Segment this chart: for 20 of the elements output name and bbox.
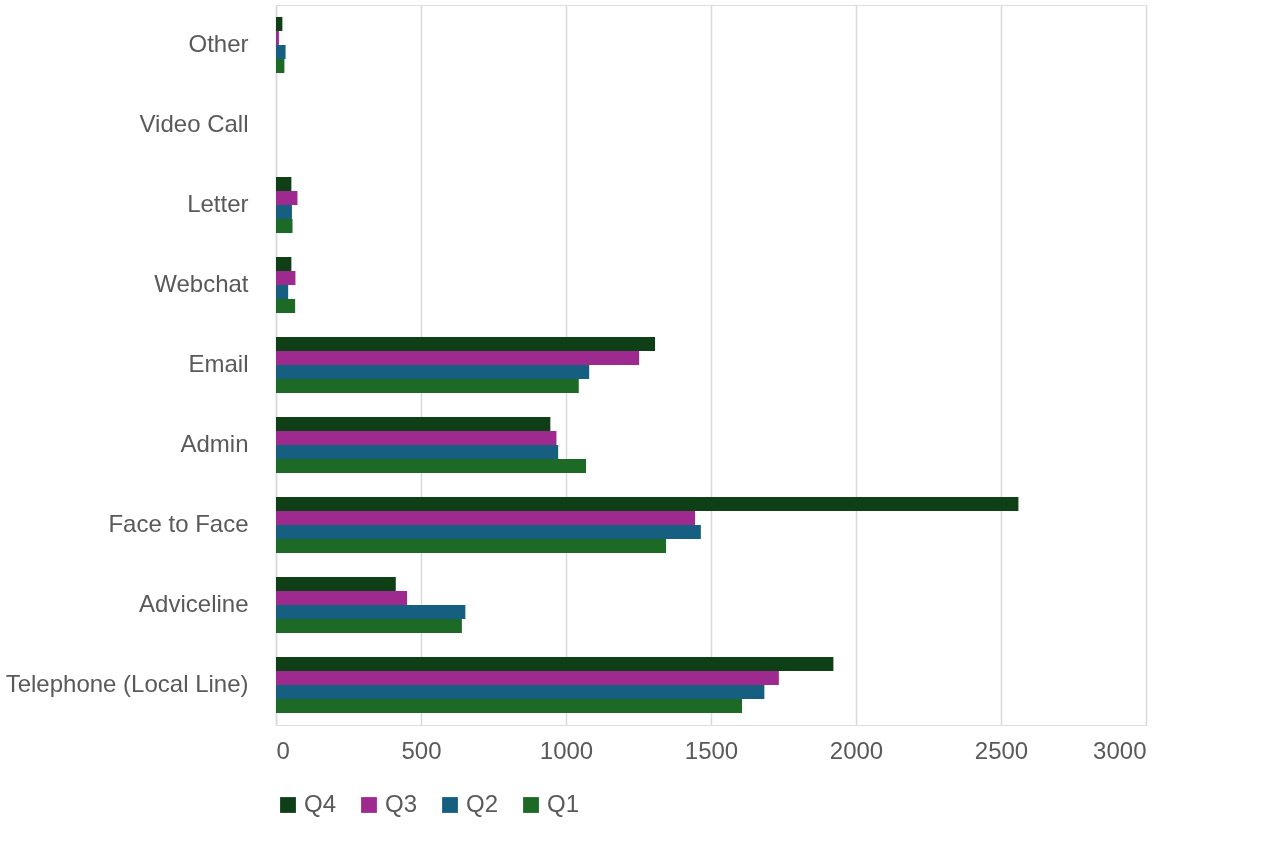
y-tick-label: Video Call <box>139 110 249 137</box>
legend-label: Q4 <box>304 790 337 817</box>
x-tick-label: 2000 <box>829 736 884 764</box>
x-tick-label: 500 <box>401 736 442 764</box>
y-tick-label: Telephone (Local Line) <box>5 670 249 697</box>
y-tick-label: Admin <box>180 430 249 457</box>
legend-label: Q1 <box>547 790 580 817</box>
x-tick-label: 3000 <box>1093 736 1147 764</box>
legend-label: Q2 <box>466 790 499 817</box>
x-tick-label: 2500 <box>974 736 1029 764</box>
y-tick-label: Email <box>188 350 249 377</box>
y-tick-label: Other <box>188 30 249 57</box>
x-tick-label: 0 <box>276 736 290 764</box>
x-tick-label: 1000 <box>539 736 594 764</box>
y-tick-label: Letter <box>187 190 249 217</box>
legend-label: Q3 <box>385 790 418 817</box>
y-tick-label: Webchat <box>154 270 249 297</box>
y-tick-label: Face to Face <box>108 510 249 537</box>
x-tick-label: 1500 <box>684 736 739 764</box>
y-tick-label: Adviceline <box>139 590 249 617</box>
